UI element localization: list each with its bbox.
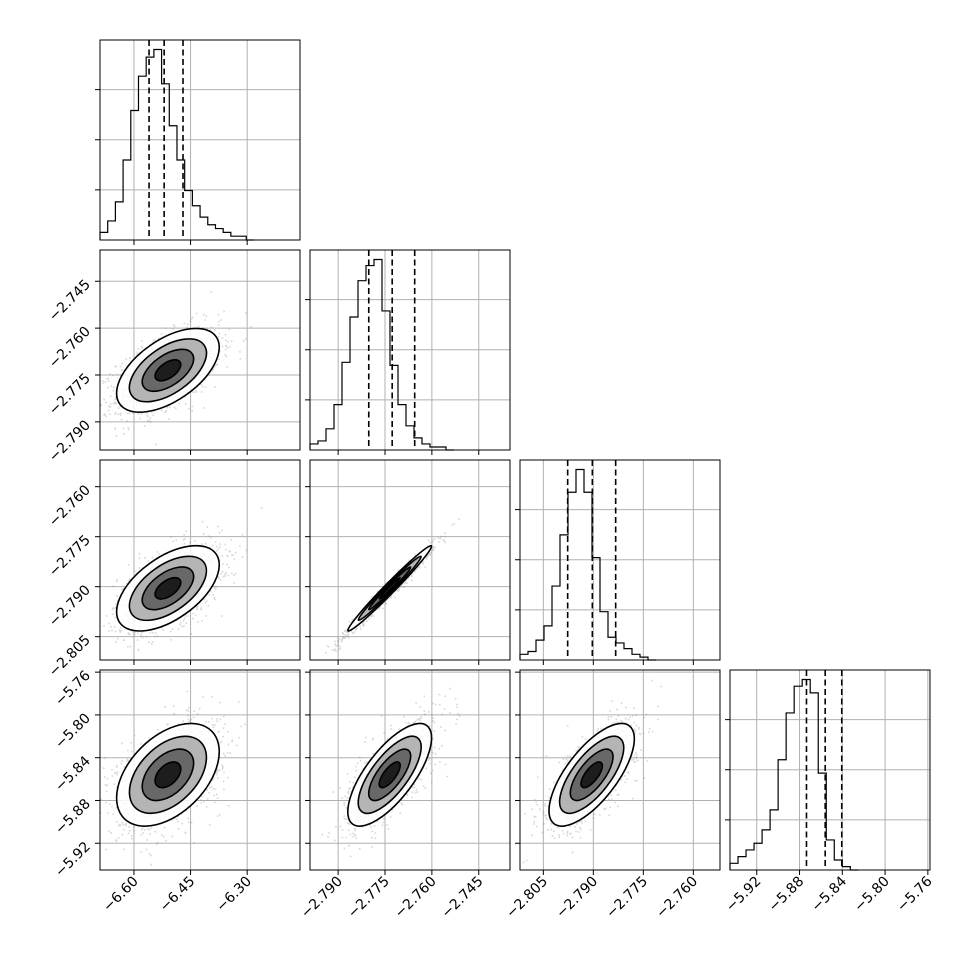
- panel-frame: [309, 459, 511, 661]
- x-tick-label: −6.45: [157, 874, 199, 916]
- y-tick-label: −2.790: [46, 417, 94, 465]
- histogram-3: [729, 678, 859, 871]
- contour-line: [115, 722, 221, 827]
- y-tick-label: −5.84: [52, 753, 94, 795]
- x-tick-label: −2.760: [653, 874, 701, 922]
- x-tick-label: −5.88: [766, 874, 808, 916]
- panel-frame: [99, 459, 301, 661]
- y-tick-label: −5.88: [52, 796, 94, 838]
- histogram-panel-1: [305, 249, 511, 455]
- panel-content: [522, 679, 662, 864]
- x-tick-label: −2.775: [345, 874, 393, 922]
- contour-line: [367, 748, 412, 802]
- contour-line: [357, 555, 422, 622]
- y-tick-label: −2.775: [46, 532, 94, 580]
- contour-line: [378, 576, 401, 600]
- contour-line: [347, 544, 433, 632]
- contour-line: [357, 735, 422, 815]
- contour-line: [580, 761, 604, 789]
- contour-line: [115, 327, 221, 413]
- panel-frame: [309, 249, 511, 451]
- scatter-panel-0-1: [95, 249, 301, 455]
- density-fill: [581, 761, 603, 788]
- x-tick-label: −5.76: [894, 873, 936, 915]
- scatter-panel-1-2: [305, 459, 511, 665]
- panel-content: [321, 687, 461, 858]
- panel-content: [100, 507, 263, 653]
- contour-line: [154, 576, 182, 600]
- contour-line: [128, 555, 208, 622]
- y-tick-label: −2.760: [46, 482, 94, 530]
- contour-line: [115, 544, 221, 632]
- panel-frame: [519, 669, 721, 871]
- contour-line: [154, 761, 182, 789]
- y-tick-label: −2.760: [46, 324, 94, 372]
- contour-line: [378, 761, 401, 789]
- contour-line: [367, 566, 412, 611]
- contour-line: [548, 722, 636, 827]
- contour-line: [128, 735, 208, 815]
- x-tick-label: −2.790: [553, 874, 601, 922]
- x-tick-label: −2.790: [298, 874, 346, 922]
- histogram-2: [519, 468, 656, 661]
- panel-content: [100, 690, 246, 866]
- contour-line: [154, 359, 182, 382]
- density-fill: [155, 359, 181, 381]
- x-tick-label: −5.80: [851, 874, 893, 916]
- x-tick-label: −2.745: [439, 874, 487, 922]
- histogram-panel-2: [515, 459, 721, 665]
- histogram-0: [99, 48, 254, 241]
- scatter-panel-0-2: [95, 459, 301, 665]
- scatter-panel-1-3: [305, 669, 511, 875]
- contour-line: [347, 722, 433, 827]
- x-tick-label: −2.805: [503, 874, 551, 922]
- panel-frame: [309, 669, 511, 871]
- y-tick-label: −5.92: [52, 839, 94, 881]
- contour-line: [558, 735, 625, 815]
- y-tick-label: −2.790: [46, 582, 94, 630]
- scatter-panel-0-3: [95, 669, 301, 875]
- scatter-panel-2-3: [515, 669, 721, 875]
- y-tick-label: −2.775: [46, 371, 94, 419]
- contour-line: [141, 748, 195, 802]
- histogram-panel-0: [95, 39, 301, 245]
- density-fill: [379, 761, 401, 788]
- density-fill: [379, 577, 401, 599]
- contour-line: [141, 348, 195, 393]
- panel-frame: [99, 249, 301, 451]
- panel-frame: [519, 459, 721, 661]
- contour-line: [569, 748, 614, 802]
- contour-line: [128, 338, 208, 403]
- x-tick-label: −6.60: [100, 874, 142, 916]
- x-tick-label: −5.84: [808, 873, 850, 915]
- y-tick-label: −2.745: [46, 277, 94, 325]
- panel-frame: [99, 669, 301, 871]
- panel-content: [100, 291, 252, 446]
- panel-frame: [99, 39, 301, 241]
- x-tick-label: −2.760: [392, 874, 440, 922]
- panel-frame: [729, 669, 931, 871]
- histogram-1: [309, 258, 454, 451]
- x-tick-label: −6.30: [213, 874, 255, 916]
- density-fill: [155, 577, 181, 599]
- x-tick-label: −5.92: [723, 874, 765, 916]
- y-tick-label: −5.80: [52, 710, 94, 752]
- x-tick-label: −2.775: [603, 874, 651, 922]
- contour-line: [141, 566, 195, 611]
- panel-content: [325, 518, 460, 654]
- histogram-panel-3: [725, 669, 931, 875]
